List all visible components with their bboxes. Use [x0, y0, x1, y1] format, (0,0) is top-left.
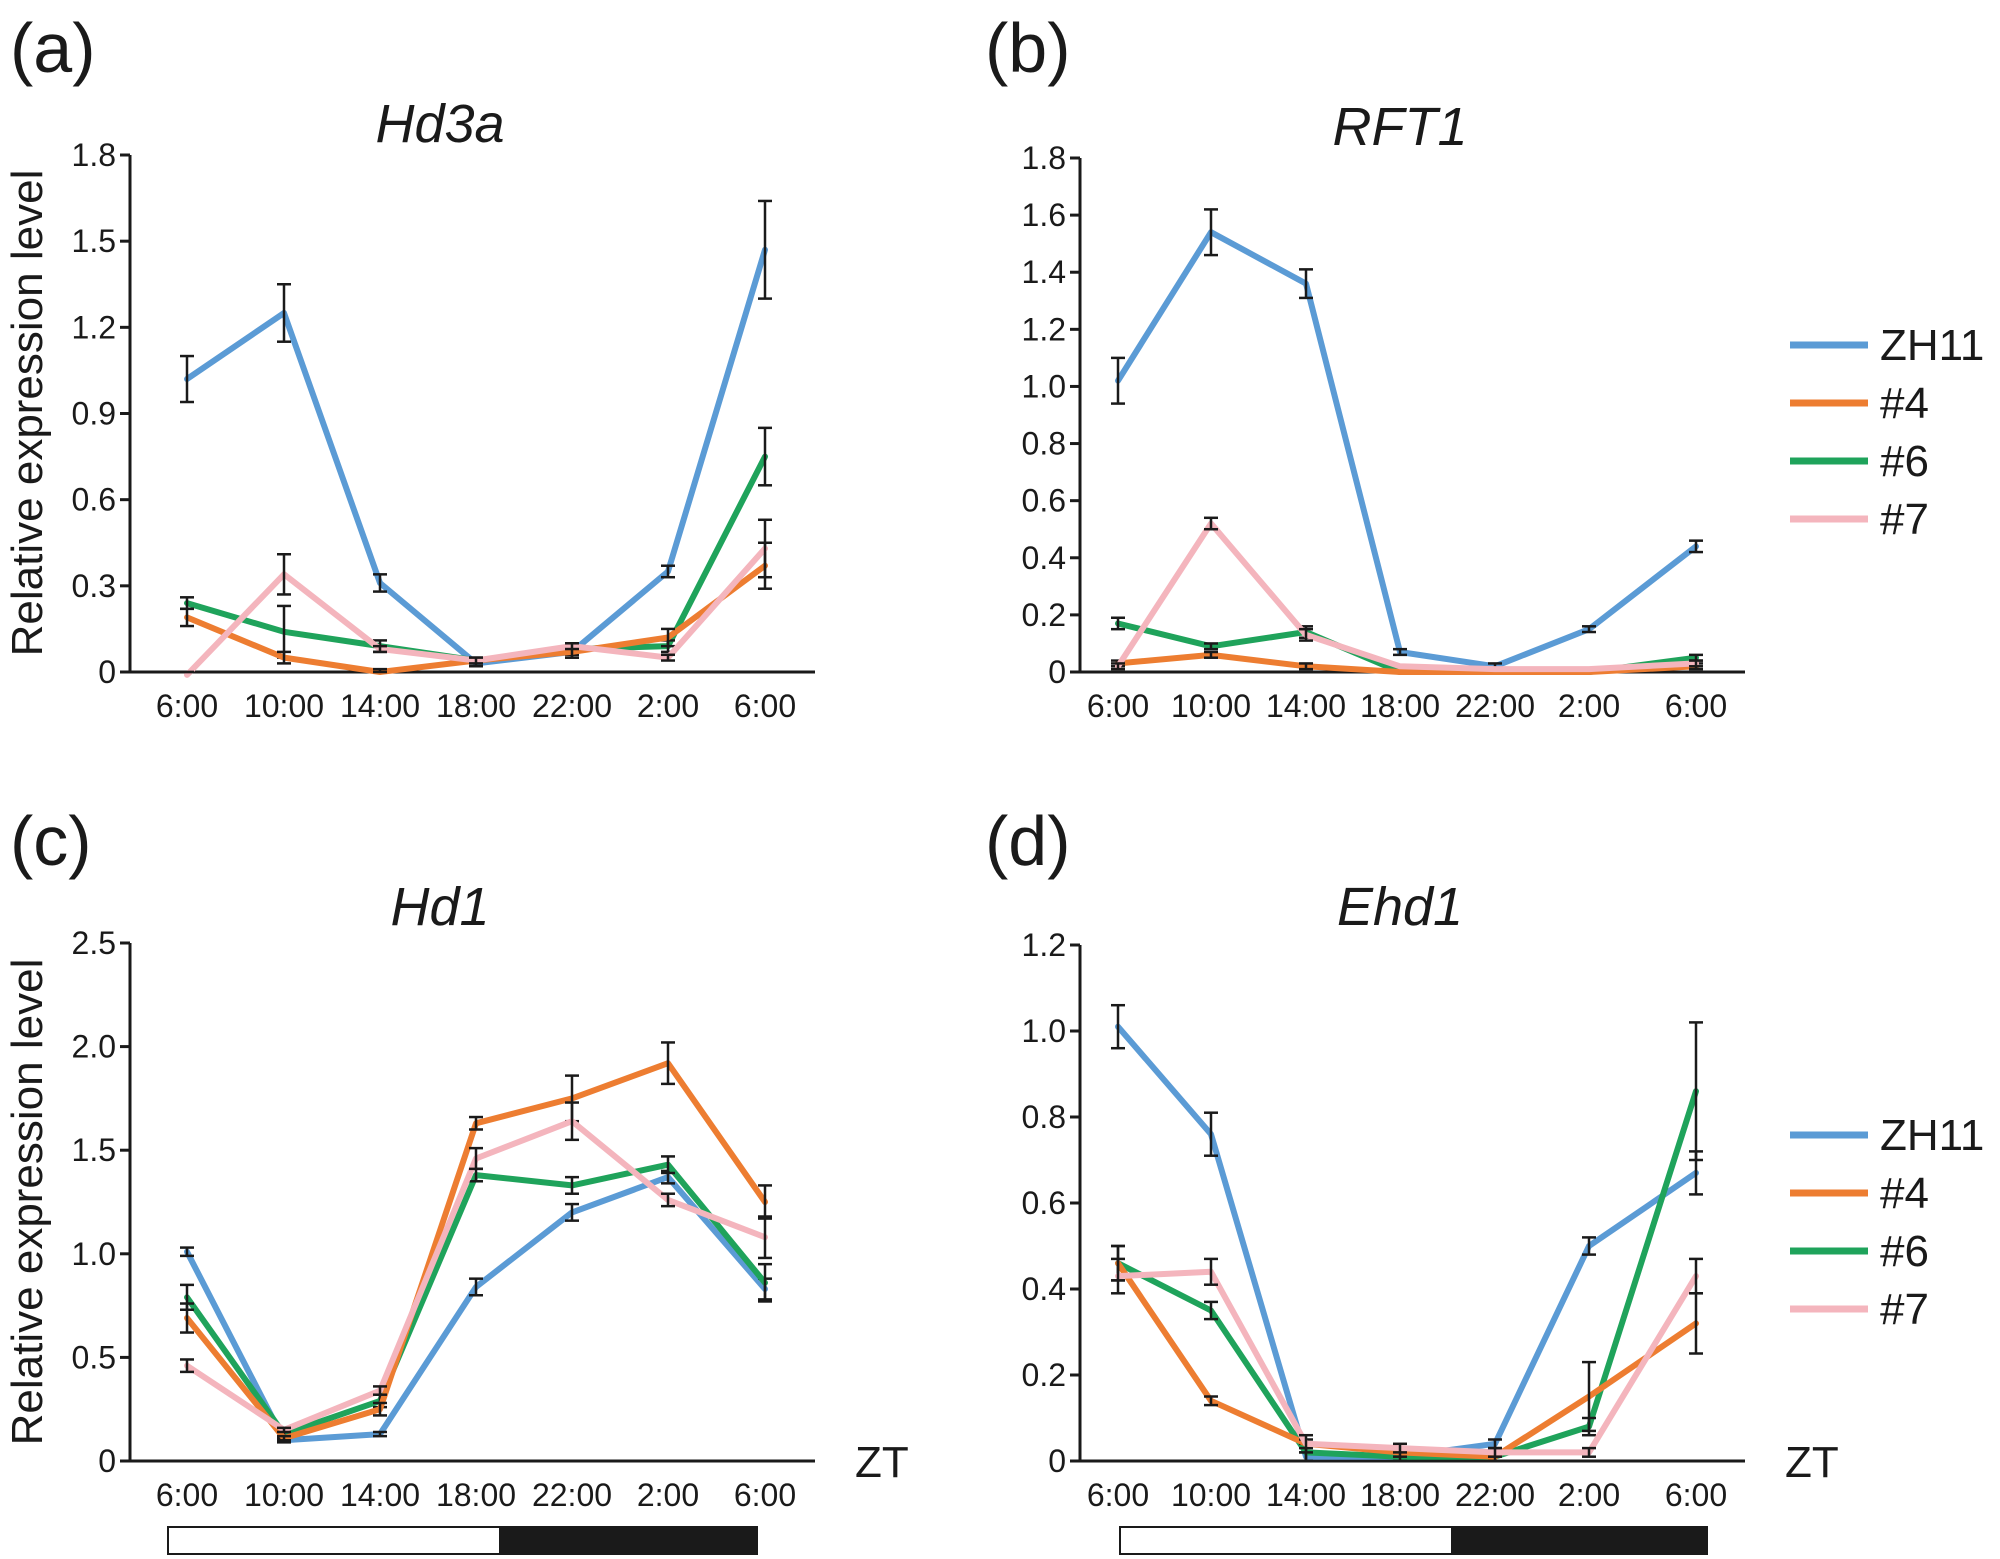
dark-period-bar — [499, 1526, 758, 1555]
y-tick-label: 1.2 — [72, 309, 116, 345]
y-axis-label: Relative expression level — [3, 959, 52, 1446]
panel-letter: (a) — [10, 9, 96, 87]
y-tick-label: 1.0 — [1022, 1013, 1066, 1049]
y-tick-label: 1.2 — [1022, 927, 1066, 963]
y-tick-label: 2.5 — [72, 925, 116, 961]
series-line-ZH11 — [184, 246, 768, 667]
x-tick-label: 6:00 — [734, 688, 796, 724]
x-tick-label: 2:00 — [1558, 688, 1620, 724]
chart-panel-d: (d) Ehd1 0 0.2 0.4 0.6 0.8 1.0 1.2 6:00 10:00 14:00… — [985, 802, 1984, 1555]
x-tick-label: 6:00 — [1087, 688, 1149, 724]
x-tick-label: 6:00 — [1665, 1477, 1727, 1513]
x-tick-label: 6:00 — [734, 1477, 796, 1513]
y-tick-label: 0.2 — [1022, 1357, 1066, 1393]
x-tick-label: 2:00 — [637, 1477, 699, 1513]
y-tick-label: 1.0 — [72, 1236, 116, 1272]
y-tick-label: 0.6 — [1022, 483, 1066, 519]
y-tick-label: 0.8 — [1022, 426, 1066, 462]
y-tick-label: 0.6 — [72, 482, 116, 518]
light-period-bar — [167, 1526, 501, 1555]
y-tick-label: 0.9 — [72, 396, 116, 432]
x-tick-label: 18:00 — [1360, 1477, 1440, 1513]
x-tick-label: 10:00 — [1171, 688, 1251, 724]
x-tick-label: 2:00 — [1558, 1477, 1620, 1513]
x-tick-label: 18:00 — [1360, 688, 1440, 724]
panel-letter: (b) — [985, 9, 1071, 87]
y-tick-label: 0.2 — [1022, 597, 1066, 633]
y-tick-label: 2.0 — [72, 1029, 116, 1065]
y-tick-label: 0.8 — [1022, 1099, 1066, 1135]
zt-label: ZT — [855, 1438, 909, 1487]
chart-title: Hd1 — [390, 877, 489, 937]
x-tick-label: 18:00 — [436, 688, 516, 724]
y-tick-label: 0.4 — [1022, 1271, 1066, 1307]
panel-letter: (d) — [985, 802, 1071, 880]
x-tick-label: 10:00 — [1171, 1477, 1251, 1513]
legend-label: #4 — [1880, 1169, 1929, 1218]
legend-label: ZH11 — [1880, 321, 1984, 370]
legend-label: #6 — [1880, 1227, 1929, 1276]
y-tick-label: 0.4 — [1022, 540, 1066, 576]
legend: ZH11 #4 #6 #7 — [1790, 1111, 1984, 1334]
legend: ZH11 #4 #6 #7 — [1790, 321, 1984, 544]
legend-label: #7 — [1880, 1285, 1929, 1334]
y-tick-label: 1.4 — [1022, 254, 1066, 290]
legend-label: #7 — [1880, 495, 1929, 544]
y-tick-label: 0 — [1048, 654, 1066, 690]
x-tick-label: 6:00 — [156, 1477, 218, 1513]
y-tick-label: 1.6 — [1022, 197, 1066, 233]
legend-label: #6 — [1880, 437, 1929, 486]
chart-title: RFT1 — [1333, 97, 1468, 157]
chart-title: Hd3a — [375, 94, 504, 154]
y-tick-label: 0 — [1048, 1443, 1066, 1479]
x-tick-label: 6:00 — [1665, 688, 1727, 724]
y-tick-label: 0.5 — [72, 1339, 116, 1375]
chart-panel-c: (c) Hd1 Relative expression level 0 0.5 1.0 1.… — [3, 802, 909, 1555]
x-tick-label: 2:00 — [637, 688, 699, 724]
x-tick-label: 10:00 — [244, 688, 324, 724]
series-line-ZH11 — [1115, 229, 1699, 670]
y-axis-label: Relative expression level — [3, 170, 52, 657]
zt-label: ZT — [1785, 1438, 1839, 1487]
panel-letter: (c) — [10, 802, 92, 880]
chart-panel-b: (b) RFT1 0 0.2 0.4 0.6 0.8 1.0 1.2 1.4 1.6 1.8 6:00 1… — [985, 9, 1745, 724]
y-tick-label: 1.8 — [1022, 140, 1066, 176]
x-tick-label: 18:00 — [436, 1477, 516, 1513]
y-tick-label: 1.0 — [1022, 368, 1066, 404]
x-tick-label: 6:00 — [1087, 1477, 1149, 1513]
legend-label: ZH11 — [1880, 1111, 1984, 1160]
chart-title: Ehd1 — [1337, 877, 1463, 937]
y-tick-label: 0.6 — [1022, 1185, 1066, 1221]
y-tick-label: 1.2 — [1022, 311, 1066, 347]
x-tick-label: 14:00 — [1266, 688, 1346, 724]
series-line-ZH11 — [184, 1174, 768, 1444]
light-period-bar — [1119, 1526, 1453, 1555]
x-tick-label: 22:00 — [532, 688, 612, 724]
x-tick-label: 22:00 — [1455, 1477, 1535, 1513]
chart-panel-a: (a) Hd3a Relative expression level 0 0.3 0.6 0… — [3, 9, 1984, 724]
y-tick-label: 1.5 — [72, 1132, 116, 1168]
x-tick-label: 10:00 — [244, 1477, 324, 1513]
y-tick-label: 0.3 — [72, 568, 116, 604]
y-tick-label: 0 — [98, 1443, 116, 1479]
y-tick-label: 1.8 — [72, 137, 116, 173]
x-tick-label: 22:00 — [1455, 688, 1535, 724]
y-tick-label: 1.5 — [72, 223, 116, 259]
x-tick-label: 22:00 — [532, 1477, 612, 1513]
dark-period-bar — [1451, 1526, 1708, 1555]
x-tick-label: 14:00 — [340, 688, 420, 724]
y-tick-label: 0 — [98, 654, 116, 690]
x-tick-label: 14:00 — [340, 1477, 420, 1513]
legend-label: #4 — [1880, 379, 1929, 428]
x-tick-label: 6:00 — [156, 688, 218, 724]
x-tick-label: 14:00 — [1266, 1477, 1346, 1513]
